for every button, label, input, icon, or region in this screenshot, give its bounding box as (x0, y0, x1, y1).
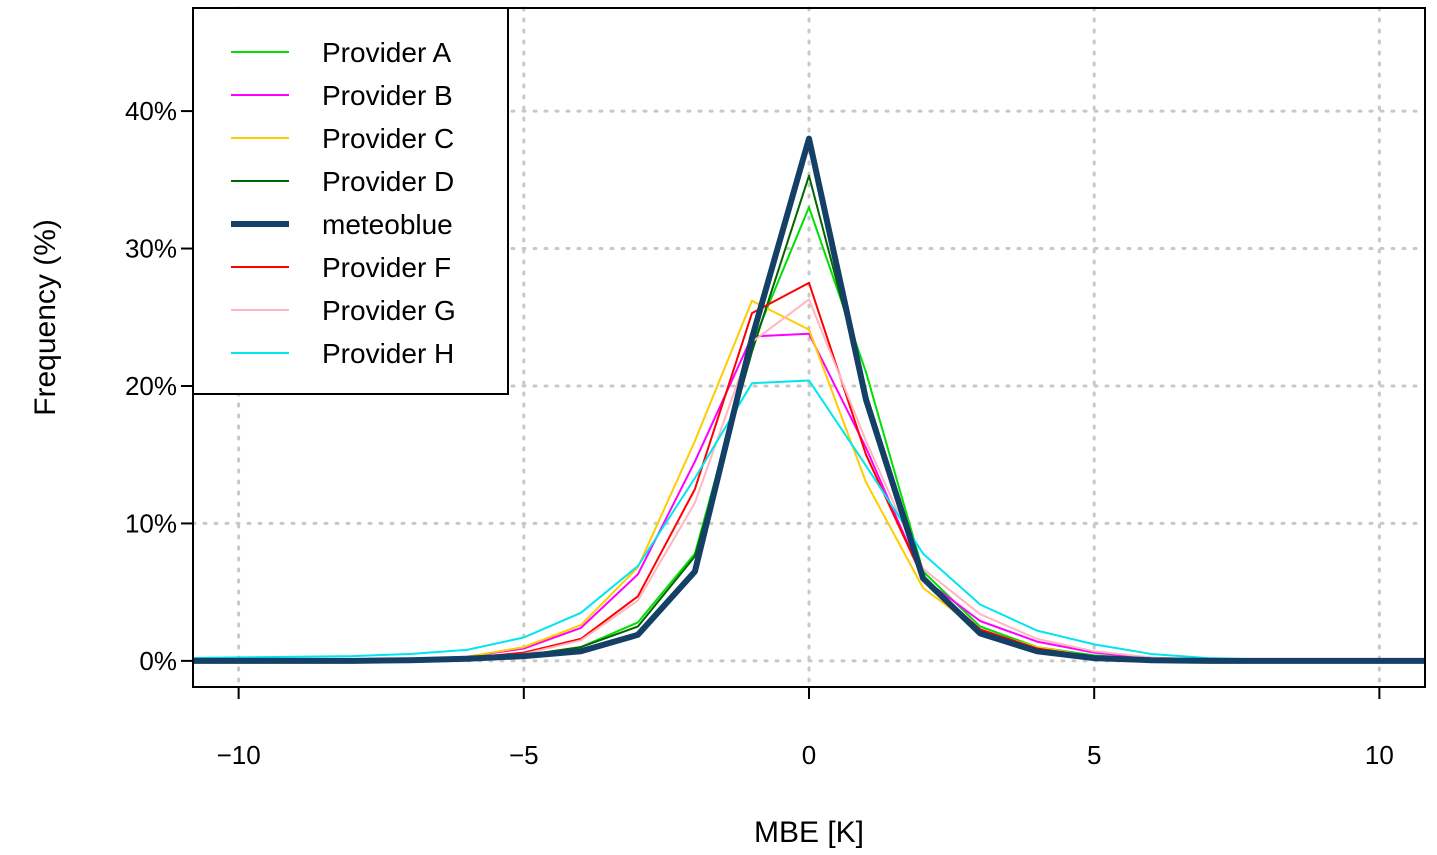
legend-box (192, 7, 509, 395)
legend-item: Provider H (231, 338, 454, 369)
legend-label: Provider A (322, 37, 451, 68)
legend-label: Provider C (322, 123, 454, 154)
y-tick-label: 30% (125, 234, 177, 264)
y-tick-label: 40% (125, 96, 177, 126)
x-tick-label: −5 (509, 740, 539, 770)
legend-label: meteoblue (322, 209, 453, 240)
axes: −10 −5 0 5 10 0% 10% 20% 30% 40% (125, 96, 1394, 770)
y-axis-title: Frequency (%) (29, 219, 62, 416)
legend-item: Provider B (231, 80, 453, 111)
series-line-meteoblue (193, 135, 1425, 664)
x-tick-label: −10 (217, 740, 261, 770)
legend-label: Provider B (322, 80, 453, 111)
y-tick-label: 10% (125, 508, 177, 538)
series-lines (193, 135, 1425, 664)
legend: Provider A Provider B Provider C Provider D… (192, 7, 509, 395)
y-tick-label: 0% (139, 646, 177, 676)
legend-item: Provider F (231, 252, 451, 283)
legend-label: Provider F (322, 252, 451, 283)
legend-item: Provider A (231, 37, 451, 68)
x-tick-label: 5 (1087, 740, 1101, 770)
legend-item: Provider D (231, 166, 454, 197)
legend-item: Provider G (231, 295, 456, 326)
legend-label: Provider H (322, 338, 454, 369)
y-tick-label: 20% (125, 371, 177, 401)
legend-item: Provider C (231, 123, 454, 154)
legend-item: meteoblue (231, 209, 453, 240)
legend-label: Provider G (322, 295, 456, 326)
x-tick-label: 10 (1365, 740, 1394, 770)
series-line-provider-h (193, 379, 1425, 662)
x-axis-title: MBE [K] (754, 816, 864, 849)
legend-label: Provider D (322, 166, 454, 197)
x-tick-label: 0 (802, 740, 816, 770)
grid-lines (191, 6, 1427, 689)
